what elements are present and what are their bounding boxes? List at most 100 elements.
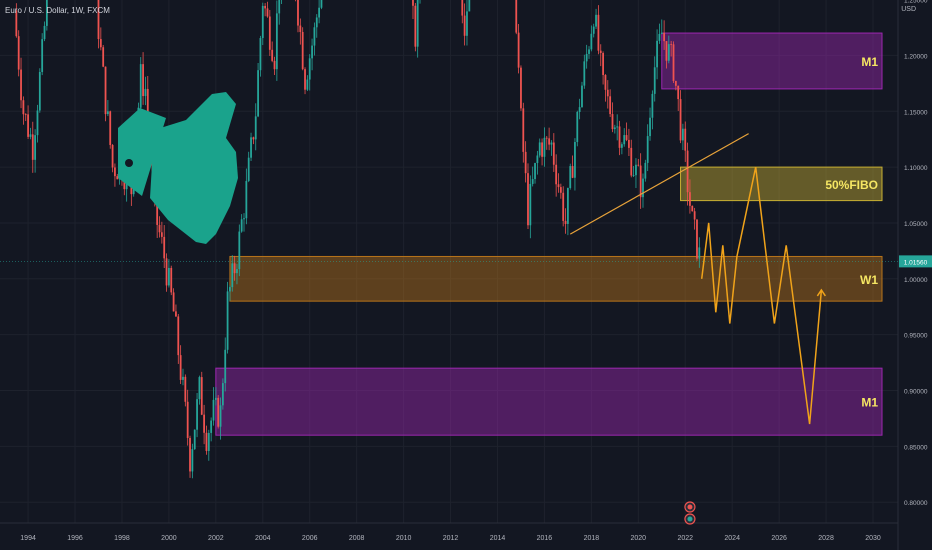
- candle-body: [43, 25, 46, 40]
- candle-body: [585, 53, 588, 62]
- candle-body: [642, 178, 644, 198]
- candle-body: [531, 179, 534, 184]
- candle-body: [22, 100, 25, 115]
- candle-body: [681, 128, 684, 141]
- candle-body: [578, 107, 581, 112]
- candle-body: [200, 377, 203, 415]
- candle-body: [515, 0, 518, 33]
- candle-body: [236, 269, 238, 274]
- candle-body: [275, 13, 278, 70]
- candle-body: [559, 187, 562, 193]
- candle-body: [261, 5, 264, 39]
- candle-body: [189, 437, 191, 472]
- candle-body: [273, 60, 276, 70]
- price-tag-label: 1.01560: [904, 259, 928, 266]
- candle-body: [179, 355, 182, 380]
- candle-body: [613, 127, 616, 130]
- candle-body: [689, 192, 691, 206]
- candle-body: [203, 414, 206, 433]
- zone-w1-2: [229, 255, 883, 302]
- candle-body: [198, 377, 201, 400]
- candle-body: [529, 183, 532, 226]
- candle-body: [165, 258, 168, 286]
- candle-body: [182, 376, 184, 380]
- candle-body: [557, 184, 560, 188]
- candle-body: [163, 236, 166, 259]
- candle-body: [229, 287, 231, 292]
- candle-body: [158, 224, 161, 233]
- y-tick-label: 0.80000: [904, 500, 928, 507]
- candle-body: [266, 8, 269, 17]
- candle-body: [463, 15, 466, 36]
- candle-body: [271, 49, 274, 61]
- candle-body: [240, 219, 243, 232]
- candle-body: [609, 96, 612, 115]
- candle-body: [581, 85, 583, 108]
- x-tick-label: 2004: [255, 535, 271, 542]
- candle-body: [522, 108, 525, 152]
- candle-body: [649, 117, 651, 137]
- candle-body: [653, 67, 656, 94]
- candle-body: [278, 0, 281, 14]
- candle-body: [686, 150, 689, 193]
- x-tick-label: 2008: [349, 535, 365, 542]
- candle-body: [196, 399, 198, 430]
- candle-body: [264, 5, 267, 9]
- candle-body: [527, 173, 529, 226]
- candle-body: [250, 137, 252, 158]
- candle-body: [160, 232, 163, 237]
- x-tick-label: 2030: [865, 535, 881, 542]
- candle-body: [210, 420, 213, 433]
- candle-body: [193, 429, 196, 450]
- candle-body: [231, 263, 234, 288]
- thumbs-up-cuff-icon: [125, 159, 133, 167]
- y-tick-label: 0.95000: [904, 333, 928, 340]
- candle-body: [207, 432, 210, 451]
- candle-body: [677, 85, 680, 100]
- candle-body: [247, 157, 250, 181]
- candle-body: [618, 126, 621, 148]
- symbol-header: Euro / U.S. Dollar, 1W, FXCM: [5, 6, 110, 15]
- candle-body: [109, 111, 112, 145]
- candle-body: [468, 0, 471, 12]
- candle-body: [299, 25, 302, 32]
- candle-body: [517, 32, 520, 68]
- zone-label: M1: [861, 396, 878, 410]
- candle-body: [595, 14, 597, 27]
- candle-body: [297, 0, 299, 26]
- zone-m1-0: [661, 32, 883, 90]
- projection-path: [700, 166, 823, 425]
- candle-body: [632, 175, 635, 176]
- candle-body: [111, 144, 114, 168]
- candle-body: [257, 70, 259, 117]
- candle-body: [116, 176, 119, 180]
- candle-body: [254, 116, 257, 140]
- candle-body: [466, 11, 468, 36]
- trendline: [569, 133, 749, 235]
- candle-body: [168, 267, 170, 286]
- y-tick-label: 1.20000: [904, 53, 928, 60]
- x-tick-label: 2028: [818, 535, 834, 542]
- x-tick-label: 2010: [396, 535, 412, 542]
- y-tick-label: 1.10000: [904, 165, 928, 172]
- candle-body: [625, 135, 628, 140]
- candle-body: [646, 136, 649, 163]
- candle-body: [412, 0, 414, 6]
- candle-body: [31, 134, 34, 160]
- candle-body: [679, 99, 682, 141]
- candle-body: [238, 231, 241, 270]
- candle-body: [36, 110, 39, 136]
- x-tick-label: 2026: [771, 535, 787, 542]
- candle-body: [576, 111, 579, 143]
- candle-body: [569, 166, 572, 189]
- candle-body: [562, 192, 565, 221]
- candle-body: [604, 74, 607, 90]
- candle-body: [670, 44, 673, 45]
- candle-body: [214, 397, 217, 400]
- candle-body: [243, 218, 245, 220]
- candle-body: [27, 114, 29, 137]
- candle-body: [548, 138, 551, 145]
- x-tick-label: 2020: [631, 535, 647, 542]
- candle-body: [550, 142, 553, 145]
